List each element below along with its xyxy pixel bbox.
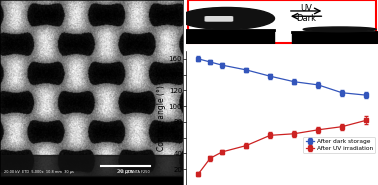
Ellipse shape	[303, 27, 376, 32]
FancyBboxPatch shape	[188, 0, 376, 43]
Bar	[292, 32, 378, 44]
Text: Dark: Dark	[296, 14, 316, 23]
Circle shape	[179, 7, 274, 29]
Text: 20.00 kV  ETD  5,000x  10.8 mm  30 μs: 20.00 kV ETD 5,000x 10.8 mm 30 μs	[4, 170, 74, 174]
Y-axis label: Contact angle (°): Contact angle (°)	[157, 85, 166, 151]
Legend: After dark storage, After UV irradiation: After dark storage, After UV irradiation	[303, 137, 375, 153]
Text: FEI QUANTA F250: FEI QUANTA F250	[119, 170, 149, 174]
Bar	[0, 155, 183, 176]
FancyBboxPatch shape	[204, 16, 233, 22]
Bar	[186, 31, 274, 44]
Text: UV: UV	[300, 4, 312, 13]
Text: 20 μm: 20 μm	[118, 169, 133, 174]
